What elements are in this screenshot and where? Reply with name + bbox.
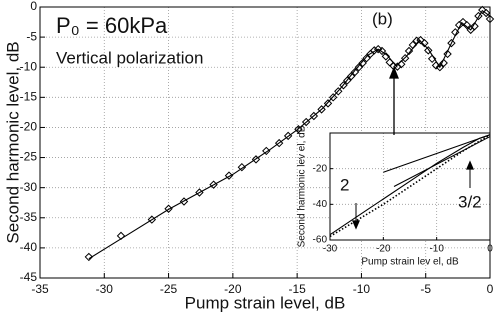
inset-axes: -30 -20 -10 0 -60 -40 -20 Pump strain lev el, d… <box>297 125 494 267</box>
diamond-marker <box>420 38 429 48</box>
x-tick-label: -20 <box>224 282 242 296</box>
x-tick-label: 0 <box>487 282 494 296</box>
diamond-marker <box>179 197 189 206</box>
diamond-marker <box>443 49 452 59</box>
y-tick-label: -35 <box>20 210 38 224</box>
y-tick-label: 0 <box>30 0 37 13</box>
x-tick-label: -35 <box>31 282 49 296</box>
series-line <box>88 9 491 260</box>
annotation: (b) <box>372 9 393 28</box>
diamond-marker <box>424 46 433 55</box>
plot-frame <box>329 132 491 241</box>
diamond-marker <box>381 52 391 61</box>
diamond-marker <box>474 11 483 21</box>
diamond-marker <box>309 111 319 121</box>
series-line <box>393 136 491 187</box>
x-tick-label: -15 <box>288 282 306 296</box>
diamond-marker <box>251 155 261 164</box>
x-tick-label: -10 <box>429 244 444 255</box>
diamond-marker <box>294 125 303 134</box>
y-tick-label: -5 <box>26 29 37 43</box>
y-tick-label: -40 <box>313 199 328 210</box>
y-tick-label: -25 <box>20 150 38 164</box>
annotation: Vertical polarization <box>56 48 203 67</box>
diamond-marker <box>237 162 247 172</box>
diamond-marker <box>224 171 234 180</box>
annotation: 3/2 <box>458 192 482 211</box>
diamond-marker <box>485 14 495 24</box>
arrow-head <box>352 220 360 230</box>
x-axis-label: Pump strain level, dB <box>185 293 346 312</box>
x-tick-label: -20 <box>376 244 391 255</box>
annotation: P₀ = 60kPa <box>56 13 168 38</box>
diamond-marker <box>350 67 360 77</box>
annotation: 2 <box>340 175 349 194</box>
arrows <box>352 66 474 230</box>
diamond-marker <box>439 58 448 68</box>
y-axis-label: Second harmonic level, dB <box>3 41 22 243</box>
diamond-marker <box>435 63 445 72</box>
series-line <box>383 134 491 173</box>
y-axis-label: Second harmonic lev el, dB <box>297 125 308 247</box>
diamond-marker <box>370 46 379 55</box>
diamond-marker <box>447 38 456 48</box>
y-tick-label: -60 <box>313 235 328 246</box>
y-tick-label: -45 <box>20 270 38 284</box>
y-tick-label: -10 <box>20 59 38 73</box>
diamond-marker <box>339 81 348 90</box>
diamond-marker <box>416 35 425 45</box>
arrow-head <box>466 160 474 170</box>
diamond-marker <box>385 58 394 67</box>
diamond-marker <box>334 87 343 96</box>
diamond-marker <box>358 58 367 68</box>
x-tick-label: -10 <box>353 282 371 296</box>
diamond-marker <box>458 17 468 27</box>
diamond-marker <box>478 5 487 15</box>
diamond-marker <box>470 22 479 31</box>
arrow-head <box>389 66 399 79</box>
diamond-marker <box>328 93 338 102</box>
x-tick-label: -30 <box>323 244 338 255</box>
x-axis-label: Pump strain lev el, dB <box>361 257 459 268</box>
diamond-marker <box>343 76 352 85</box>
y-tick-label: -20 <box>313 163 328 174</box>
diamond-marker <box>354 63 364 72</box>
x-tick-label: -25 <box>160 282 178 296</box>
diamond-marker <box>362 53 371 63</box>
diamond-marker <box>400 53 410 63</box>
diamond-marker <box>427 54 437 63</box>
x-tick-label: 0 <box>487 244 493 255</box>
diamond-marker <box>323 99 333 108</box>
diamond-marker <box>317 105 326 114</box>
y-tick-label: -20 <box>20 120 38 134</box>
y-tick-label: -30 <box>20 180 38 194</box>
y-tick-label: -15 <box>20 90 38 104</box>
y-tick-label: -40 <box>20 240 38 254</box>
diamond-marker <box>462 20 472 30</box>
diamond-marker <box>373 44 383 54</box>
diamond-marker <box>84 252 94 262</box>
x-tick-label: -30 <box>96 282 114 296</box>
x-tick-label: -5 <box>420 282 431 296</box>
diamond-marker <box>274 138 284 148</box>
diamond-marker <box>346 72 356 81</box>
